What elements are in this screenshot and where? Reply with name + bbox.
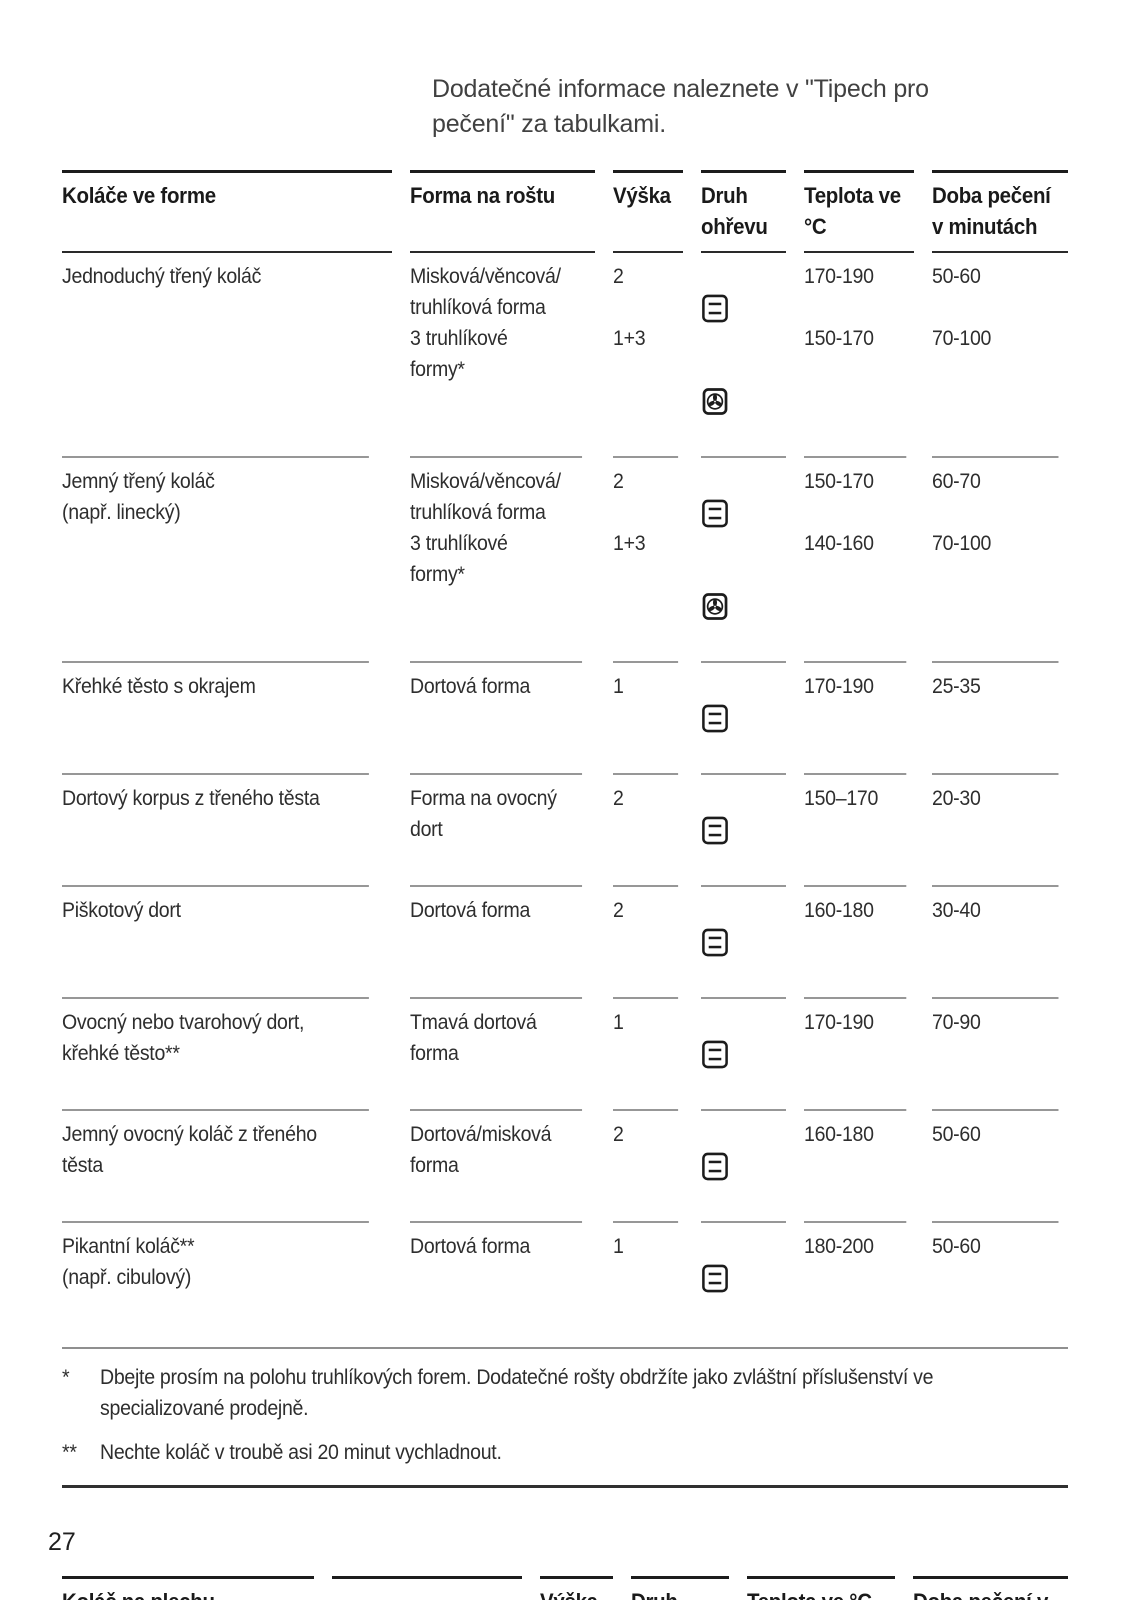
dish-cell: Jemný ovocný koláč z třeného těsta [62, 1109, 369, 1221]
temp-cell: 160-180 [804, 1109, 907, 1221]
table-row: Piškotový dort Dortová forma 2 160-180 3… [62, 885, 1068, 997]
time-cell: 50-60 [932, 1109, 1059, 1221]
top-bottom-heat-icon [701, 1038, 786, 1069]
top-bottom-heat-icon [701, 926, 786, 957]
table-row: Jemný ovocný koláč z třeného těsta Dorto… [62, 1109, 1068, 1221]
level-cell: 2 [613, 885, 679, 997]
temp-cell: 180-200 [804, 1221, 907, 1333]
table-row: Křehké těsto s okrajem Dortová forma 1 1… [62, 661, 1068, 773]
dish-cell: Pikantní koláč** (např. cibulový) [62, 1221, 369, 1333]
table-row: Ovocný nebo tvarohový dort, křehké těsto… [62, 997, 1068, 1109]
footnote-marker: * [62, 1366, 70, 1389]
page-content: Dodatečné informace naleznete v "Tipech … [62, 0, 1068, 1600]
temp-cell: 170-190 [804, 997, 907, 1109]
form-cell: Dortová forma [410, 1221, 583, 1333]
footnote-text: Dbejte prosím na polohu truhlíkových for… [100, 1366, 934, 1420]
level-cell: 1 [613, 661, 679, 773]
footnote: ** Nechte koláč v troubě asi 20 minut vy… [62, 1437, 1068, 1468]
header-temp: Teplota ve °C [804, 170, 914, 253]
form-cell: Misková/věncová/ truhlíková forma 3 truh… [410, 265, 561, 381]
dish-cell: Ovocný nebo tvarohový dort, křehké těsto… [62, 997, 369, 1109]
form-cell: Dortová/misková forma [410, 1109, 583, 1221]
time-cell: 60-70 70-100 [932, 456, 1059, 661]
dish-cell: Jednoduchý třený koláč [62, 265, 262, 288]
footnote-marker: ** [62, 1441, 77, 1464]
form-cell: Misková/věncová/ truhlíková forma 3 truh… [410, 456, 583, 661]
top-bottom-heat-icon [701, 497, 786, 559]
dish-cell: Dortový korpus z třeného těsta [62, 773, 369, 885]
heat-cell [701, 1221, 786, 1333]
footnote-separator-line [62, 1347, 1068, 1349]
hot-air-icon [701, 590, 786, 621]
heat-cell [701, 773, 786, 885]
top-bottom-heat-icon [701, 814, 786, 845]
heat-cell [701, 997, 786, 1109]
level-cell: 1 [613, 1221, 679, 1333]
page-number: 27 [48, 1528, 76, 1556]
form-cell: Tmavá dortová forma [410, 997, 583, 1109]
form-cell: Dortová forma [410, 661, 583, 773]
table-row: Pikantní koláč** (např. cibulový) Dortov… [62, 1221, 1068, 1333]
time-cell: 50-60 [932, 1221, 1059, 1333]
heat-cell [701, 1109, 786, 1221]
header-dish: Koláče ve forme [62, 170, 392, 253]
time-cell: 20-30 [932, 773, 1059, 885]
dish-cell: Jemný třený koláč (např. linecký) [62, 456, 369, 661]
header-heat: Druh ohřevu [631, 1576, 729, 1600]
footnote: * Dbejte prosím na polohu truhlíkových f… [62, 1362, 1068, 1424]
form-cell: Dortová forma [410, 885, 583, 997]
table-row: Jemný třený koláč (např. linecký) Miskov… [62, 456, 1068, 661]
top-bottom-heat-icon [701, 292, 786, 354]
header-level: Výška [613, 170, 683, 253]
level-cell: 2 [613, 1109, 679, 1221]
temp-cell: 170-190 150-170 [804, 265, 874, 350]
heat-cell [701, 253, 786, 456]
time-cell: 30-40 [932, 885, 1059, 997]
header-form: Forma na roštu [410, 170, 595, 253]
top-bottom-heat-icon [701, 702, 786, 733]
temp-cell: 150-170 140-160 [804, 456, 907, 661]
top-bottom-heat-icon [701, 1262, 786, 1293]
header-form [332, 1576, 522, 1600]
temp-cell: 170-190 [804, 661, 907, 773]
time-cell: 70-90 [932, 997, 1059, 1109]
form-cell: Forma na ovocný dort [410, 773, 583, 885]
time-cell: 50-60 70-100 [932, 265, 992, 350]
level-cell: 2 1+3 [613, 456, 679, 661]
intro-paragraph: Dodatečné informace naleznete v "Tipech … [432, 75, 929, 138]
temp-cell: 160-180 [804, 885, 907, 997]
hot-air-icon [701, 385, 786, 416]
dish-cell: Křehké těsto s okrajem [62, 661, 369, 773]
header-time: Doba pečení v minutách [913, 1576, 1068, 1600]
table-row: Dortový korpus z třeného těsta Forma na … [62, 773, 1068, 885]
heat-cell [701, 885, 786, 997]
table-row: Jednoduchý třený koláč Misková/věncová/ … [62, 253, 1068, 456]
temp-cell: 150–170 [804, 773, 907, 885]
footnote-text: Nechte koláč v troubě asi 20 minut vychl… [100, 1441, 502, 1464]
table-header-row: Koláč na plechu Výška Druh ohřevu Teplot… [62, 1576, 1068, 1600]
table-cakes-in-form: Koláče ve forme Forma na roštu Výška Dru… [62, 170, 1068, 1488]
header-heat: Druh ohřevu [701, 170, 786, 253]
header-time: Doba pečení v minutách [932, 170, 1068, 253]
level-cell: 1 [613, 997, 679, 1109]
heat-cell [701, 456, 786, 661]
table-header-row: Koláče ve forme Forma na roštu Výška Dru… [62, 170, 1068, 253]
table-cakes-on-tray: Koláč na plechu Výška Druh ohřevu Teplot… [62, 1576, 1068, 1600]
table-bottom-rule [62, 1485, 1068, 1488]
level-cell: 2 1+3 [613, 265, 646, 350]
level-cell: 2 [613, 773, 679, 885]
header-level: Výška [540, 1576, 613, 1600]
heat-cell [701, 661, 786, 773]
header-dish: Koláč na plechu [62, 1576, 314, 1600]
time-cell: 25-35 [932, 661, 1059, 773]
header-temp: Teplota ve °C [747, 1576, 895, 1600]
dish-cell: Piškotový dort [62, 885, 369, 997]
top-bottom-heat-icon [701, 1150, 786, 1181]
